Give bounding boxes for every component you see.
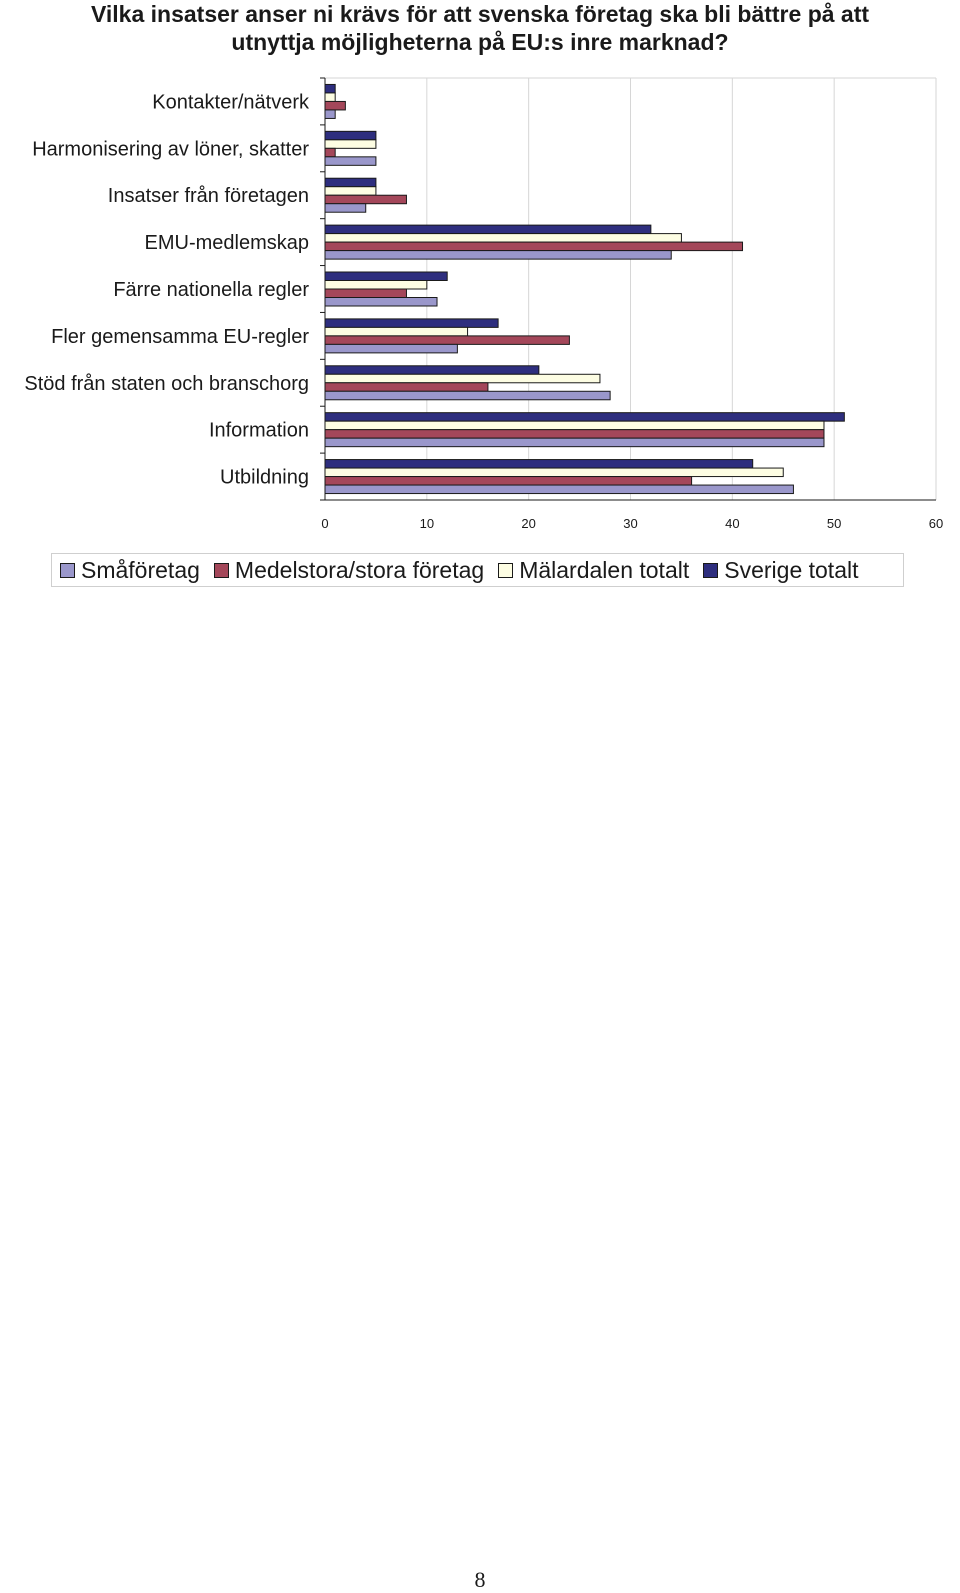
legend-label-medelstora: Medelstora/stora företag: [234, 556, 485, 583]
legend-item-sverige: Sverige totalt: [703, 556, 859, 584]
category-label: EMU-medlemskap: [145, 232, 309, 254]
category-label: Kontakter/nätverk: [152, 91, 310, 113]
bar-medelstora-stora-företag-1: [324, 147, 336, 158]
bar-sverige-totalt-2: [324, 177, 377, 188]
chart-title: Vilka insatser anser ni krävs för att sv…: [0, 0, 960, 56]
bar-medelstora-stora-företag-3: [324, 241, 744, 252]
bar-mälardalen-totalt-7: [324, 420, 825, 431]
bar-medelstora-stora-företag-4: [324, 288, 407, 298]
legend-swatch-medelstora: [213, 562, 229, 578]
bar-medelstora-stora-företag-5: [324, 335, 570, 345]
x-tick-label: 20: [521, 516, 535, 531]
bar-medelstora-stora-företag-0: [324, 100, 346, 111]
legend-label-malardalen: Mälardalen totalt: [519, 556, 690, 583]
category-label: Färre nationella regler: [113, 279, 309, 301]
bar-småföretag-7: [324, 437, 825, 448]
x-tick-label: 60: [929, 516, 943, 531]
bar-medelstora-stora-företag-2: [324, 194, 407, 205]
bar-chart: 0 10 20 30 40 50 60 Kontakter/nätverk Harmoniser…: [24, 77, 943, 531]
bar-sverige-totalt-5: [324, 318, 499, 328]
bar-sverige-totalt-3: [324, 224, 652, 235]
bar-medelstora-stora-företag-8: [324, 476, 693, 486]
chart-title-line-2: utnyttja möjligheterna på EU:s inre mark…: [231, 29, 729, 55]
bar-mälardalen-totalt-5: [324, 326, 469, 337]
chart-title-line-1: Vilka insatser anser ni krävs för att sv…: [90, 1, 870, 27]
bar-småföretag-6: [324, 390, 611, 401]
bar-mälardalen-totalt-3: [324, 233, 682, 243]
legend-swatch-sverige: [703, 562, 719, 578]
category-label: Stöd från staten och branschorg: [24, 373, 309, 395]
bar-sverige-totalt-0: [324, 83, 336, 94]
category-label: Information: [209, 420, 309, 442]
legend-item-malardalen: Mälardalen totalt: [498, 557, 689, 584]
bar-mälardalen-totalt-4: [324, 280, 428, 290]
bar-sverige-totalt-8: [324, 459, 754, 469]
bar-medelstora-stora-företag-7: [324, 429, 825, 439]
bar-mälardalen-totalt-1: [324, 139, 377, 149]
bar-mälardalen-totalt-8: [324, 467, 784, 478]
category-label: Utbildning: [220, 467, 309, 489]
bar-småföretag-3: [324, 250, 672, 260]
bar-mälardalen-totalt-0: [324, 92, 336, 102]
chart-legend: Småföretag Medelstora/stora företag Mäla…: [51, 553, 904, 587]
x-tick-label: 40: [725, 516, 739, 531]
bar-sverige-totalt-4: [324, 271, 448, 281]
bar-mälardalen-totalt-6: [324, 373, 601, 384]
bar-småföretag-4: [324, 297, 438, 307]
x-tick-label: 50: [827, 516, 841, 531]
bar-sverige-totalt-7: [324, 412, 845, 422]
page-number: 8: [474, 1567, 486, 1592]
legend-label-sverige: Sverige totalt: [724, 556, 859, 583]
legend-item-medelstora: Medelstora/stora företag: [213, 556, 485, 584]
legend-item-smaforetag: Småföretag: [60, 557, 200, 584]
bar-småföretag-5: [324, 343, 458, 354]
bar-sverige-totalt-6: [324, 365, 540, 375]
bar-medelstora-stora-företag-6: [324, 382, 489, 392]
bar-mälardalen-totalt-2: [324, 186, 377, 196]
bar-småföretag-0: [324, 109, 336, 119]
legend-swatch-malardalen: [498, 562, 514, 578]
bar-småföretag-8: [324, 484, 794, 495]
legend-label-smaforetag: Småföretag: [81, 556, 200, 583]
category-label: Harmonisering av löner, skatter: [32, 138, 309, 160]
legend-swatch-smaforetag: [60, 562, 75, 578]
category-label: Insatser från företagen: [108, 185, 309, 207]
bar-sverige-totalt-1: [324, 130, 377, 141]
bar-småföretag-2: [324, 203, 367, 213]
x-tick-label: 10: [420, 516, 434, 531]
bar-småföretag-1: [324, 156, 377, 166]
category-label: Fler gemensamma EU-regler: [51, 326, 309, 348]
x-tick-label: 0: [321, 516, 328, 531]
x-tick-label: 30: [623, 516, 637, 531]
